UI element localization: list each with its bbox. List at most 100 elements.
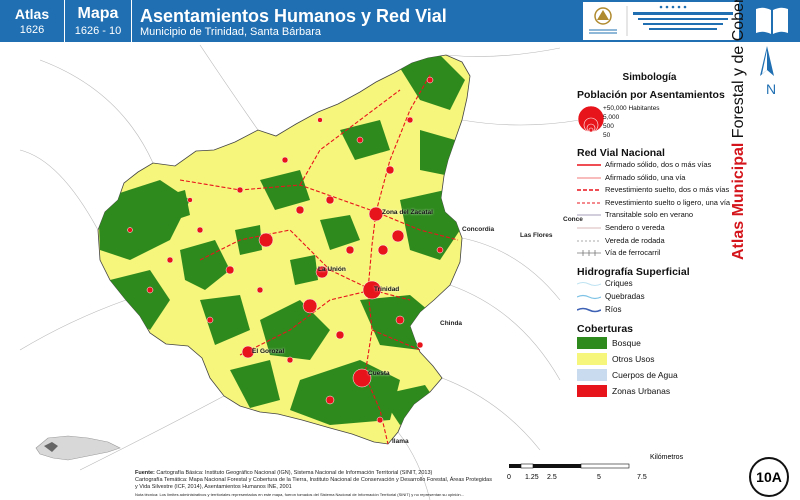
vertical-title: Atlas Municipal Forestal y de Cobertura … [730, 0, 748, 260]
vertical-title-rest: Forestal y de Cobertura de la Tierra [730, 0, 747, 143]
scale-tick: 7.5 [637, 474, 647, 481]
settlement-point [127, 227, 133, 233]
settlement-point [391, 229, 405, 243]
cover-item: Zonas Urbanas [577, 383, 742, 399]
roads-heading: Red Vial Nacional [577, 147, 665, 159]
cover-label: Cuerpos de Agua [612, 369, 678, 380]
atlas-label: Atlas [14, 6, 50, 22]
population-class: 50 [603, 132, 611, 139]
settlement-point [416, 341, 424, 349]
hydro-label: Quebradas [605, 291, 645, 301]
cover-label: Otros Usos [612, 353, 655, 364]
road-label: Sendero o vereda [605, 222, 665, 232]
settlement-point [146, 286, 154, 294]
settlement-point [352, 368, 372, 388]
scale-tick: 2.5 [547, 474, 557, 481]
settlement-point [345, 245, 355, 255]
cover-item: Otros Usos [577, 351, 742, 367]
settlement-point [187, 197, 193, 203]
header-bar: Atlas 1626 Mapa 1626 - 10 Asentamientos … [0, 0, 800, 42]
road-item: Afirmado sólido, dos o más vías [577, 159, 742, 172]
side-panel [743, 42, 800, 500]
settlement-point [206, 316, 214, 324]
settlement-point [256, 286, 264, 294]
atlas-box: Atlas 1626 [0, 0, 65, 42]
population-symbols: +50,000 Habitantes 5,000 500 50 [577, 101, 742, 141]
road-label: Vía de ferrocarril [605, 248, 661, 258]
road-network [179, 74, 459, 445]
legend: Simbología Población por Asentamientos +… [577, 72, 742, 399]
road-item: Afirmado sólido, una vía [577, 172, 742, 185]
settlements [127, 76, 444, 424]
scale-tick: 0 [507, 474, 511, 481]
scale-tick: 1.25 [525, 474, 539, 481]
settlement-point [295, 205, 305, 215]
settlement-point [356, 136, 364, 144]
road-item: Vía de ferrocarril [577, 247, 742, 260]
hydro-label: Criques [605, 278, 633, 288]
road-label: Transitable solo en verano [605, 210, 694, 220]
map-canvas [19, 44, 581, 500]
settlement-point [225, 265, 235, 275]
settlement-point [406, 116, 414, 124]
book-icon [753, 5, 791, 37]
hydro-heading: Hidrografía Superficial [577, 265, 690, 278]
settlement-point [302, 298, 318, 314]
neighbor-boundaries [19, 44, 581, 500]
cover-heading: Coberturas [577, 322, 634, 335]
road-label: Afirmado sólido, una vía [605, 172, 686, 182]
road-item: Revestimiento suelto, dos o más vías [577, 184, 742, 197]
legend-title: Simbología [622, 72, 677, 83]
settlement-point [368, 206, 384, 222]
settlement-point [317, 117, 323, 123]
settlement-point [281, 156, 289, 164]
municipality-area [97, 54, 471, 445]
scale-unit: Kilómetros [650, 454, 684, 461]
map-subtitle: Municipio de Trinidad, Santa Bárbara [140, 26, 321, 38]
settlement-point [395, 315, 405, 325]
mapa-number: 1626 - 10 [74, 25, 122, 37]
settlement-point [426, 76, 434, 84]
source-label: Fuente: [135, 470, 155, 476]
scale-bar: 0 1.25 2.5 5 7.5 Kilómetros [505, 454, 695, 495]
settlement-point [377, 244, 389, 256]
road-item: Vereda de rodada [577, 235, 742, 248]
hydro-item: Quebradas [577, 291, 742, 304]
population-class: 5,000 [603, 114, 620, 121]
forest-cover [98, 55, 465, 425]
settlement-label: La Unión [318, 266, 346, 273]
institution-logos [583, 2, 739, 40]
settlement-point [325, 195, 335, 205]
population-class: 500 [603, 123, 614, 130]
settlement-label: Cuesta [368, 370, 390, 377]
road-item: Transitable solo en verano [577, 209, 742, 222]
vertical-title-bold: Atlas Municipal [730, 142, 747, 260]
source-note: Nota técnica: Los límites administrativo… [135, 492, 464, 497]
place-label: Conce [563, 216, 583, 223]
cover-label: Bosque [612, 337, 641, 348]
settlement-point [166, 256, 174, 264]
place-label: Concordia [462, 226, 495, 233]
scale-tick: 5 [597, 474, 601, 481]
hydro-label: Ríos [605, 304, 622, 314]
settlement-point [258, 232, 274, 248]
north-label: N [766, 81, 777, 97]
hydro-item: Criques [577, 278, 742, 291]
road-item: Sendero o vereda [577, 222, 742, 235]
sheet-badge: 10A [749, 457, 789, 497]
settlement-label: Trinidad [374, 286, 400, 293]
settlement-point [362, 280, 382, 300]
hydro-item: Ríos [577, 304, 742, 317]
atlas-number: 1626 [19, 24, 45, 36]
cover-item: Bosque [577, 335, 742, 351]
settlement-label: El Gorozal [252, 348, 285, 355]
source-line-2: Cartografía Temática: Mapa Nacional Fore… [135, 477, 492, 490]
population-heading: Población por Asentamientos [577, 89, 725, 101]
mapa-label: Mapa [77, 5, 119, 22]
road-label: Revestimiento suelto, dos o más vías [605, 185, 730, 195]
settlement-point [241, 345, 255, 359]
source-line-1: Cartografía Básica: Instituto Geográfico… [156, 470, 433, 476]
place-label: Ilama [392, 438, 409, 445]
road-item: Revestimiento suelto o ligero, una vía [577, 197, 742, 210]
cover-item: Cuerpos de Agua [577, 367, 742, 383]
